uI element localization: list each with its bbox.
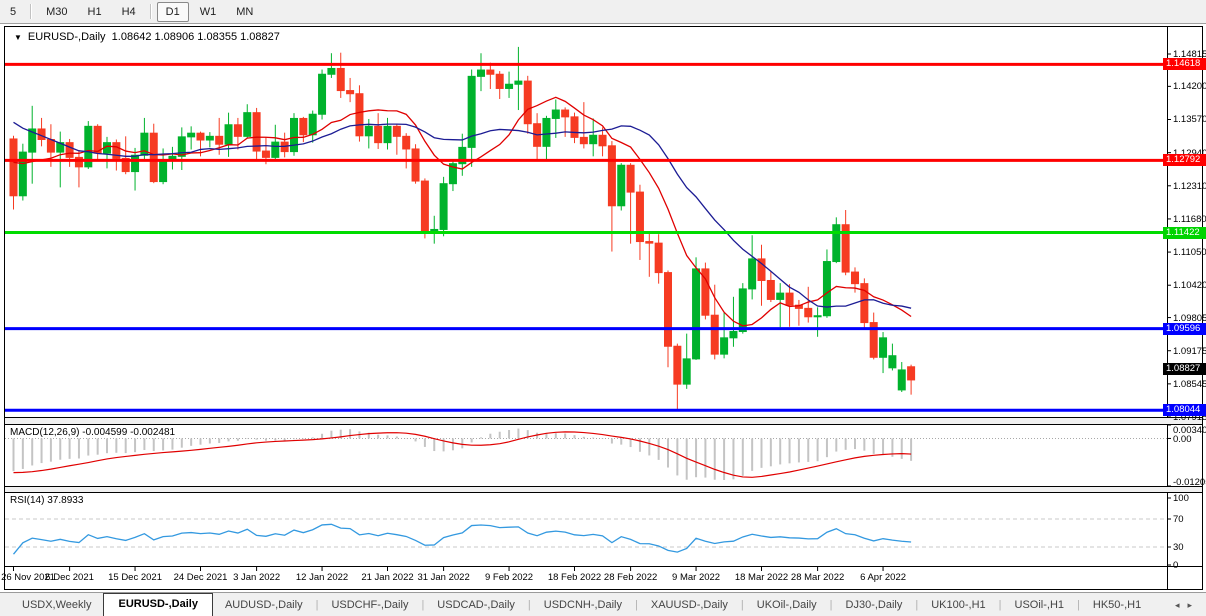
ma-fast-line — [13, 96, 912, 327]
chart-title: ▼ EURUSD-,Daily 1.08642 1.08906 1.08355 1… — [14, 31, 280, 43]
rsi-pane — [5, 518, 1167, 548]
tab-scroll-right-icon: ▸ — [1187, 600, 1200, 610]
chart-window — [4, 26, 1203, 590]
timeframe-button-h4[interactable]: H4 — [121, 5, 136, 18]
ma-slow-line — [13, 121, 912, 309]
pane-separator — [5, 566, 1202, 567]
tab-separator: | — [421, 598, 425, 611]
axis-ticks — [13, 53, 1171, 571]
tab-scroll-arrows[interactable]: ◂▸ — [1175, 600, 1200, 611]
tab-scroll-left-icon: ◂ — [1174, 600, 1188, 610]
tab-usdchf-daily[interactable]: USDCHF-,Daily — [331, 599, 409, 611]
price-axis-separator — [1167, 26, 1168, 590]
tab-hk50-h1[interactable]: HK50-,H1 — [1092, 599, 1142, 611]
tab-eurusd-daily[interactable]: EURUSD-,Daily — [103, 593, 213, 616]
toolbar-separator — [149, 4, 152, 19]
candles-layer — [9, 46, 916, 410]
tab-separator: | — [829, 598, 833, 611]
tab-dj30-daily[interactable]: DJ30-,Daily — [845, 599, 903, 611]
timeframe-button-5[interactable]: 5 — [10, 5, 17, 18]
tab-separator: | — [527, 598, 531, 611]
pane-gap — [5, 487, 1202, 492]
tab-xauusd-daily[interactable]: XAUUSD-,Daily — [650, 599, 728, 611]
timeframe-button-d1[interactable]: D1 — [156, 1, 189, 22]
timeframe-button-m30[interactable]: M30 — [46, 5, 68, 18]
tab-ukoil-daily[interactable]: UKOil-,Daily — [756, 599, 817, 611]
pane-separator[interactable] — [5, 492, 1202, 493]
pane-separator[interactable] — [5, 486, 1202, 487]
timeframe-button-w1[interactable]: W1 — [199, 5, 217, 18]
timeframe-button-h1[interactable]: H1 — [87, 5, 102, 18]
tab-usdx-weekly[interactable]: USDX,Weekly — [22, 599, 92, 611]
macd-panel-label: MACD(12,26,9) -0.004599 -0.002481 — [10, 427, 176, 438]
pane-gap — [5, 418, 1202, 424]
macd-signal-line — [13, 431, 912, 478]
tab-separator: | — [740, 598, 744, 611]
tab-uk100-h1[interactable]: UK100-,H1 — [931, 599, 986, 611]
timeframe-button-mn[interactable]: MN — [236, 5, 254, 18]
symbol-dropdown-icon[interactable]: ▼ — [14, 33, 22, 42]
symbol-tab-bar: USDX,Weekly EURUSD-,Daily AUDUSD-,Daily | US… — [0, 592, 1206, 616]
pane-separator[interactable] — [5, 424, 1202, 425]
tab-usoil-h1[interactable]: USOil-,H1 — [1014, 599, 1065, 611]
tab-separator: | — [1077, 598, 1080, 611]
rsi-panel-label: RSI(14) 37.8933 — [10, 495, 84, 506]
toolbar-separator — [30, 4, 33, 19]
horizontal-levels — [5, 62, 1167, 412]
tab-usdcad-daily[interactable]: USDCAD-,Daily — [437, 599, 515, 611]
tab-audusd-daily[interactable]: AUDUSD-,Daily — [224, 599, 303, 611]
macd-values: -0.004599 -0.002481 — [82, 427, 176, 438]
timeframe-toolbar: 5 M30 H1 H4 D1 W1 MN — [0, 0, 1206, 24]
tab-separator: | — [635, 598, 638, 611]
macd-histogram — [12, 428, 913, 481]
tab-usdcnh-daily[interactable]: USDCNH-,Daily — [543, 599, 623, 611]
tab-separator: | — [315, 598, 319, 611]
rsi-line — [12, 523, 912, 555]
chart-ohlc-values: 1.08642 1.08906 1.08355 1.08827 — [111, 31, 280, 43]
rsi-value: 37.8933 — [47, 495, 84, 506]
pane-separator[interactable] — [5, 417, 1202, 418]
chart-symbol-label: EURUSD-,Daily — [27, 31, 106, 43]
tab-separator: | — [998, 598, 1002, 611]
tab-separator: | — [915, 598, 919, 611]
